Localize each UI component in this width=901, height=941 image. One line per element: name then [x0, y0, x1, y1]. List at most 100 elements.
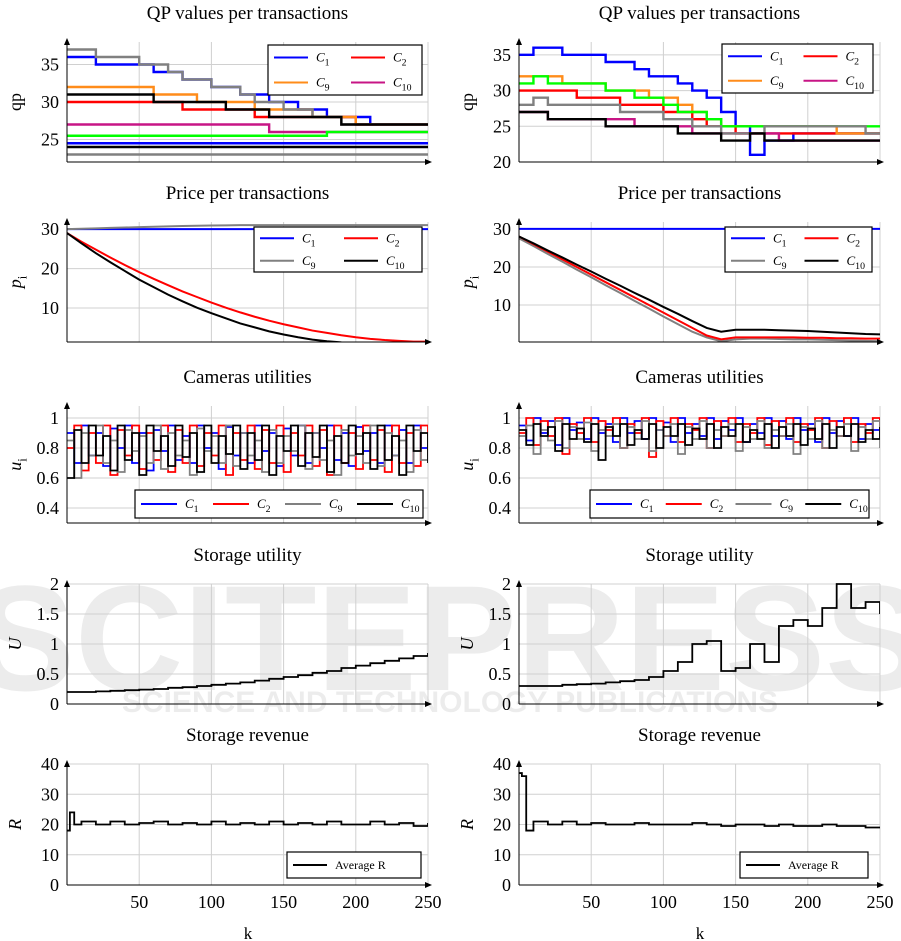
- legend-entry: Average R: [788, 858, 839, 872]
- panel-right-row5: Storage revenue 0 10 20 30 40 50 100 150 200 250 R A…: [457, 725, 894, 912]
- series-group: [67, 48, 428, 156]
- y-axis-label: pi: [457, 275, 481, 290]
- x-axis-arrow: [877, 159, 884, 165]
- legend-box: [267, 44, 423, 96]
- y-axis-label: ui: [457, 458, 481, 471]
- panel-right-row2: Price per transactions 10 20 30 pi C1 C2 C9 C10: [457, 183, 884, 345]
- y-tick-label: 1: [502, 408, 511, 428]
- y-axis-label: R: [457, 819, 477, 831]
- y-axis-arrow: [64, 38, 70, 45]
- series-group: [519, 227, 880, 342]
- x-axis-arrow: [425, 701, 432, 707]
- y-tick-label: 0: [50, 875, 59, 895]
- legend: C1 C2 C9 C10: [724, 226, 873, 273]
- y-tick-label: 10: [41, 298, 59, 318]
- x-axis-arrow: [425, 159, 432, 165]
- legend-entry: C2: [257, 496, 271, 515]
- y-axis-arrow: [516, 760, 522, 767]
- panel-left-row3: Cameras utilities 0.4 0.6 0.8 1 ui C1 C2 C9 C10: [5, 367, 432, 526]
- y-tick-label: 2: [50, 574, 59, 594]
- legend: C1 C2 C9 C10: [267, 44, 423, 96]
- y-tick-label: 35: [41, 55, 59, 75]
- y-tick-label: 30: [41, 219, 59, 239]
- legend-entry: C2: [386, 230, 400, 249]
- y-tick-label: 0.8: [489, 438, 512, 458]
- x-tick-label: 100: [650, 892, 677, 912]
- legend-entry: C10: [386, 253, 405, 272]
- x-tick-label: 200: [794, 892, 821, 912]
- panel-title: Cameras utilities: [635, 367, 763, 388]
- panel-title: Storage utility: [645, 545, 754, 566]
- legend: Average R: [286, 851, 422, 879]
- legend-entry: C10: [846, 73, 865, 92]
- y-tick-label: 20: [493, 815, 511, 835]
- panel-title: QP values per transactions: [147, 3, 348, 24]
- series-line-black: [519, 583, 880, 687]
- y-axis-arrow: [516, 38, 522, 45]
- legend-entry: C10: [847, 253, 866, 272]
- panel-left-row2: Price per transactions 10 20 30 pi C1 C2 C9 C10: [5, 183, 432, 345]
- y-tick-label: 30: [493, 219, 511, 239]
- series-line-C2: [519, 235, 880, 341]
- x-tick-label: 200: [342, 892, 369, 912]
- series-line-green: [67, 130, 428, 137]
- y-tick-label: 0.4: [37, 498, 60, 518]
- y-tick-label: 35: [493, 45, 511, 65]
- y-tick-label: 40: [493, 754, 511, 774]
- series-line-black: [519, 110, 880, 142]
- panel-title: Storage revenue: [638, 725, 761, 746]
- series-line-C10: [519, 423, 880, 461]
- y-axis-label: U: [5, 637, 25, 651]
- y-tick-label: 20: [493, 257, 511, 277]
- y-axis-label: ui: [5, 458, 29, 471]
- y-tick-label: 0: [50, 694, 59, 714]
- panel-left-row5: Storage revenue 0 10 20 30 40 50 100 150 200 250 R A…: [5, 725, 442, 912]
- panel-title: Price per transactions: [166, 183, 330, 204]
- x-axis-arrow: [425, 339, 432, 345]
- panel-right-row3: Cameras utilities 0.4 0.6 0.8 1 ui C1 C2 C9 C10: [457, 367, 884, 526]
- series-group: [519, 772, 880, 832]
- y-axis-label: R: [5, 819, 25, 831]
- y-tick-label: 20: [493, 152, 511, 172]
- y-axis-arrow: [64, 580, 70, 587]
- legend: C1 C2 C9 C10: [589, 489, 870, 519]
- x-tick-label: 50: [130, 892, 148, 912]
- panel-title: Price per transactions: [618, 183, 782, 204]
- y-tick-label: 30: [41, 92, 59, 112]
- legend-entry: C1: [640, 496, 654, 515]
- watermark-logo-text: SCITEPRESS: [0, 554, 901, 722]
- panel-right-row1: QP values per transactions 20 25 30 35 qp C1 C2…: [457, 3, 884, 172]
- legend-entry: C2: [846, 48, 860, 67]
- y-tick-label: 20: [41, 259, 59, 279]
- y-axis-label: U: [457, 637, 477, 651]
- y-tick-label: 1: [502, 634, 511, 654]
- y-tick-label: 10: [493, 295, 511, 315]
- series-line-Average R: [519, 772, 880, 832]
- x-tick-label: 150: [270, 892, 297, 912]
- x-tick-label: 100: [198, 892, 225, 912]
- legend-box: [253, 226, 423, 273]
- y-axis-label: qp: [457, 93, 477, 111]
- legend-entry: C1: [302, 230, 316, 249]
- y-tick-label: 1.5: [37, 604, 60, 624]
- series-line-black: [67, 653, 428, 693]
- x-axis-arrow: [877, 882, 884, 888]
- y-tick-label: 10: [493, 845, 511, 865]
- legend: C1 C2 C9 C10: [134, 489, 424, 519]
- x-axis-label-right: k: [696, 924, 705, 941]
- y-tick-label: 20: [41, 815, 59, 835]
- y-tick-label: 0: [502, 875, 511, 895]
- x-axis-arrow: [877, 520, 884, 526]
- y-axis-arrow: [64, 760, 70, 767]
- panel-title: QP values per transactions: [599, 3, 800, 24]
- y-tick-label: 0.5: [37, 664, 60, 684]
- legend-entry: C9: [773, 253, 787, 272]
- y-tick-label: 30: [493, 81, 511, 101]
- legend-entry: C1: [185, 496, 199, 515]
- series-line-C10: [67, 424, 428, 479]
- series-line-Average R: [67, 811, 428, 832]
- series-line-black: [67, 93, 428, 126]
- y-tick-label: 30: [41, 784, 59, 804]
